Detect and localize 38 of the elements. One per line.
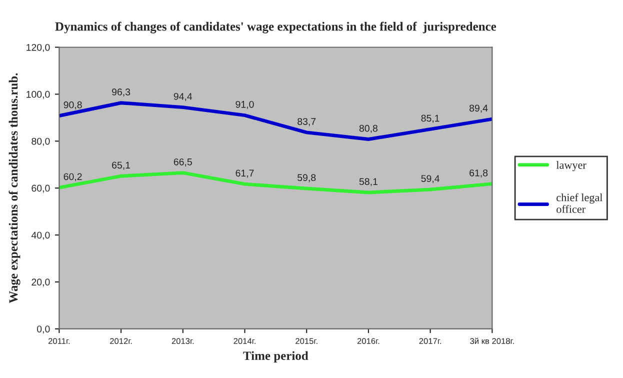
data-label: 89,4	[470, 104, 488, 113]
data-label: 61,8	[470, 169, 488, 178]
y-tick-label: 0,0	[37, 326, 50, 334]
x-tick-label: 2012г.	[110, 338, 132, 344]
data-label: 58,1	[359, 178, 378, 186]
x-axis-title: Time period	[243, 351, 308, 363]
data-label: 94,4	[174, 92, 192, 101]
x-tick-label: 2013г.	[172, 338, 194, 344]
x-tick-label: 2017г.	[419, 338, 441, 344]
data-label: 60,2	[64, 173, 82, 182]
data-label: 85,1	[421, 114, 440, 123]
y-tick-label: 120,0	[26, 44, 50, 52]
y-tick-label: 40,0	[31, 232, 50, 240]
legend-label: lawyer	[556, 161, 586, 172]
x-tick-label: 3й кв 2018г.	[470, 338, 514, 344]
x-tick-label: 2016г.	[357, 338, 380, 344]
data-label: 61,7	[236, 170, 254, 178]
chart-title: Dynamics of changes of candidates' wage expectations in the field of jurispredence	[55, 22, 496, 34]
data-label: 66,5	[174, 158, 192, 166]
data-label: 59,8	[298, 174, 316, 182]
data-label: 59,4	[421, 175, 440, 184]
line-series	[59, 171, 492, 194]
line-series	[59, 101, 492, 141]
y-tick-label: 80,0	[32, 138, 50, 146]
data-label: 83,7	[298, 118, 316, 126]
x-tick-label: 2011г.	[48, 338, 70, 344]
data-label: 90,8	[64, 101, 82, 110]
data-label: 65,1	[112, 162, 130, 170]
y-tick-label: 20,0	[32, 278, 50, 287]
y-tick-label: 100,0	[26, 90, 50, 99]
x-tick-label: 2015г.	[296, 338, 318, 344]
data-label: 80,8	[359, 124, 378, 133]
y-tick-label: 60,0	[32, 184, 50, 193]
data-label: 96,3	[112, 88, 130, 97]
x-tick-label: 2014г.	[234, 338, 256, 344]
y-axis-title: Wage expectations of candidates thous.rub.	[8, 73, 20, 304]
data-label: 91,0	[236, 100, 254, 109]
legend-label: chief legal officer	[556, 193, 603, 213]
